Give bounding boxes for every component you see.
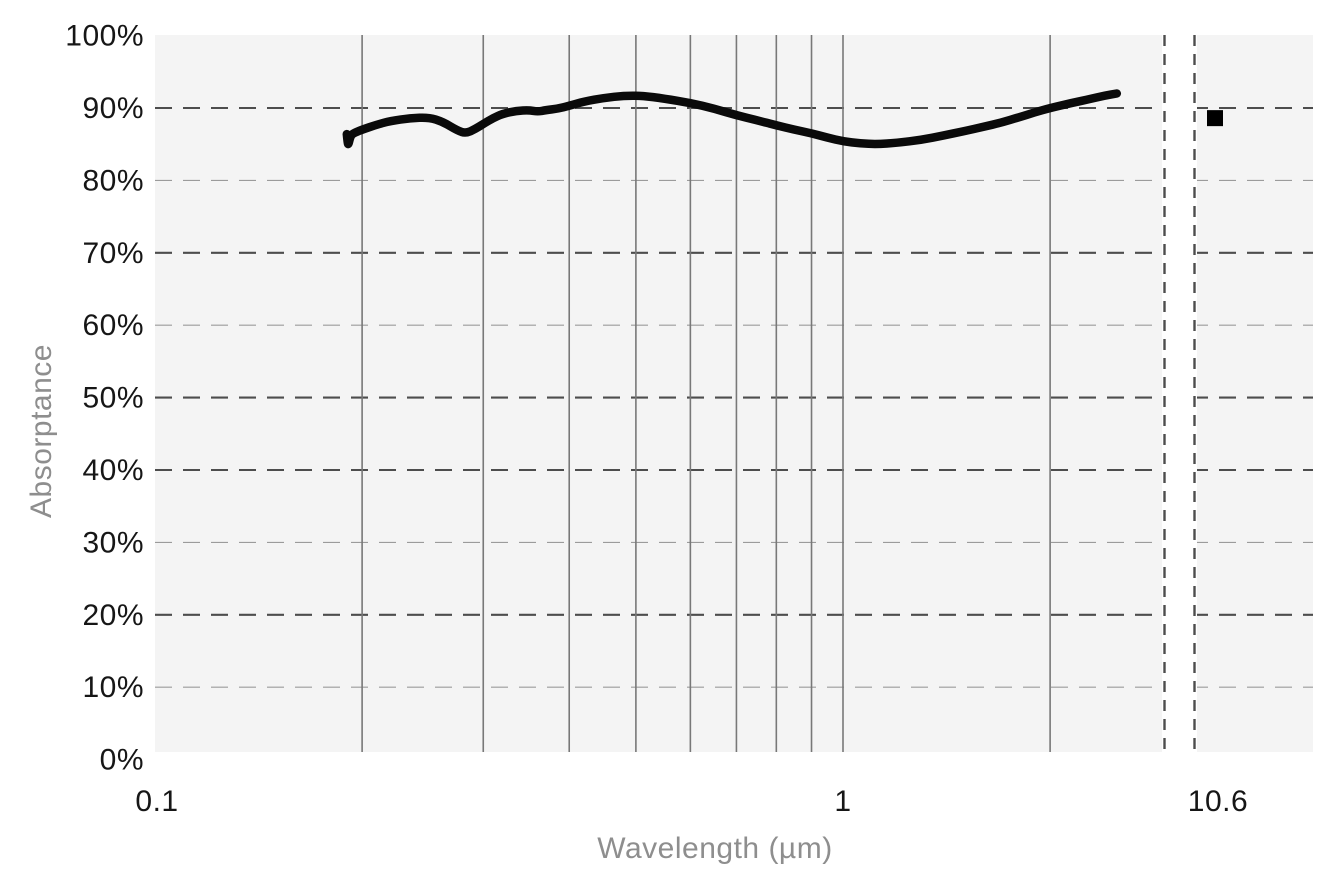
y-tick-label: 20% [82, 599, 144, 632]
y-tick-label: 0% [100, 744, 144, 777]
y-tick-label: 70% [82, 237, 144, 270]
y-tick-label: 50% [82, 382, 144, 415]
y-tick-label: 30% [82, 526, 144, 559]
y-tick-label: 60% [82, 309, 144, 342]
y-tick-label: 90% [82, 92, 144, 125]
x-axis-title: Wavelength (µm) [597, 832, 833, 865]
axis-break-band [1162, 35, 1197, 752]
y-tick-label: 80% [82, 164, 144, 197]
y-axis-title: Absorptance [25, 344, 58, 518]
x-tick-label: 0.1 [135, 785, 178, 818]
y-tick-label: 10% [82, 671, 144, 704]
y-tick-label: 40% [82, 454, 144, 487]
spectrum-curve [342, 89, 1122, 149]
x-tick-label: 10.6 [1188, 785, 1248, 818]
single-point-marker [1207, 110, 1223, 127]
plot-area [155, 35, 1313, 752]
x-tick-label: 1 [834, 785, 851, 818]
y-tick-label: 100% [65, 20, 144, 53]
